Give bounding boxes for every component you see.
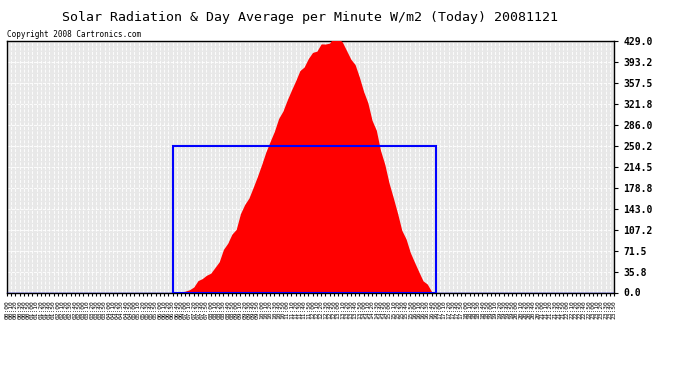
Text: Copyright 2008 Cartronics.com: Copyright 2008 Cartronics.com — [7, 30, 141, 39]
Text: Solar Radiation & Day Average per Minute W/m2 (Today) 20081121: Solar Radiation & Day Average per Minute… — [63, 11, 558, 24]
Bar — [172, 146, 436, 292]
